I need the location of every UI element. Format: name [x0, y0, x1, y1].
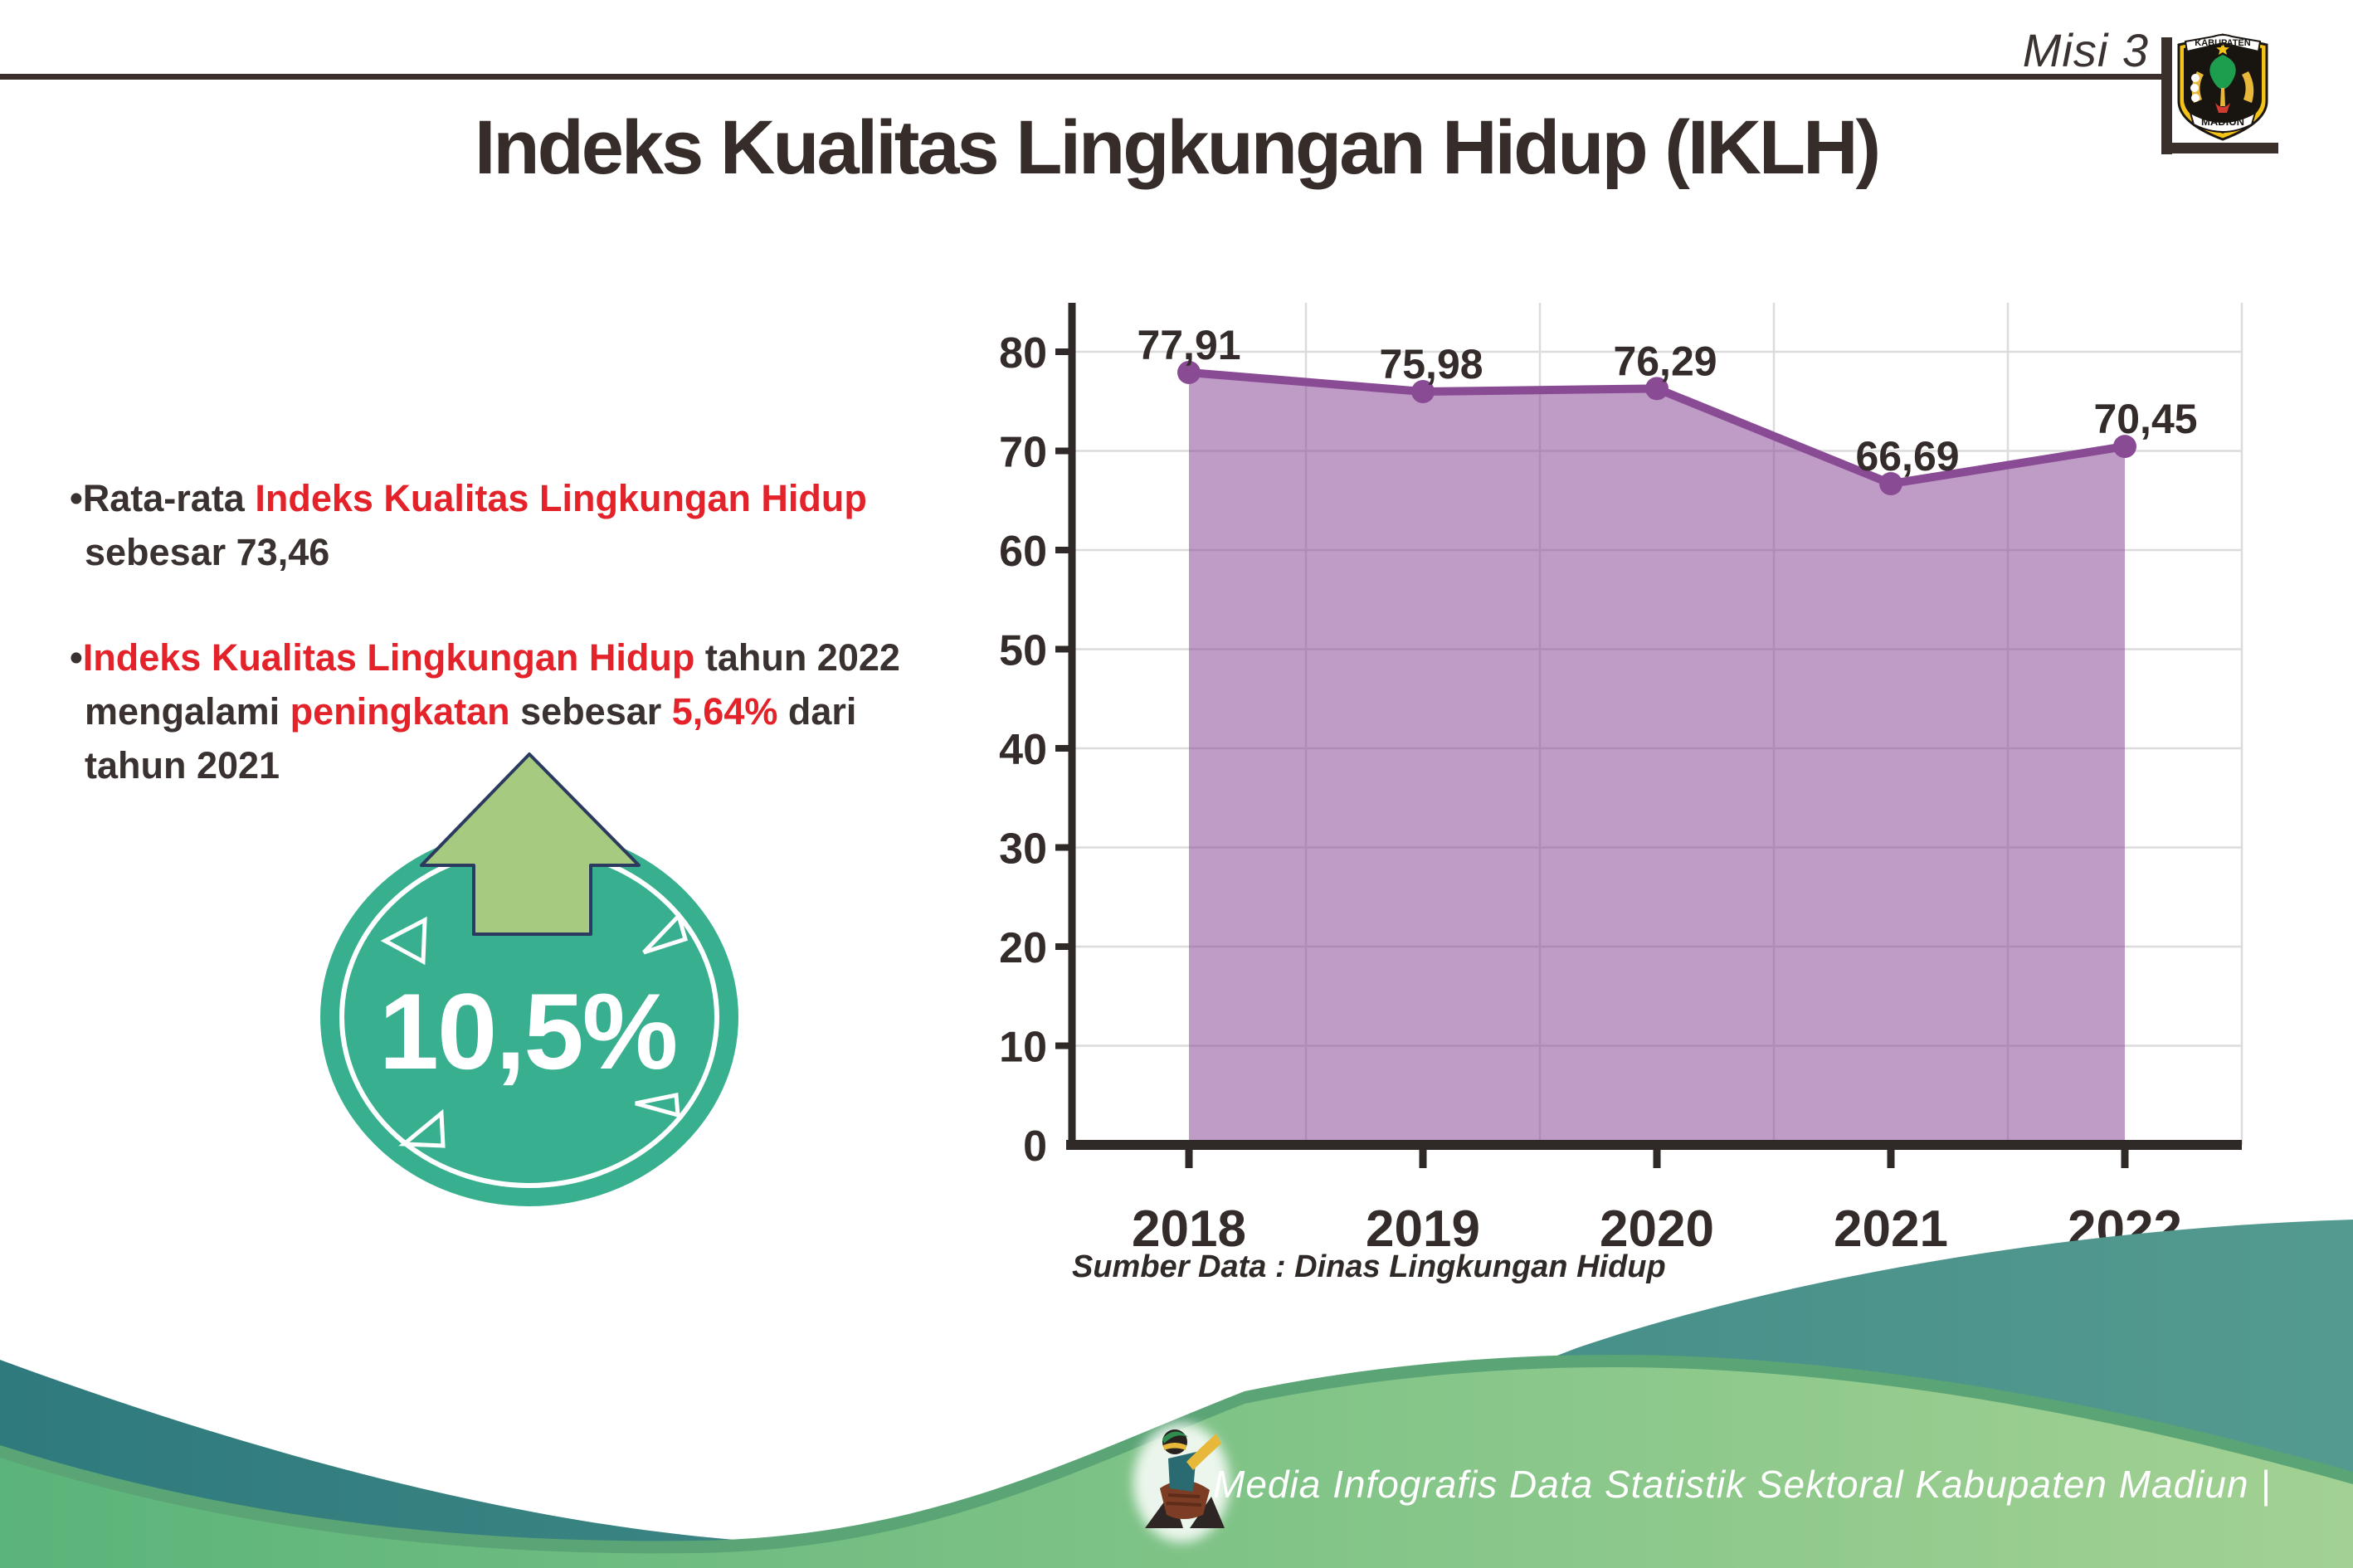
chart-source: Sumber Data : Dinas Lingkungan Hidup	[1072, 1249, 1666, 1284]
y-tick-label: 30	[999, 825, 1047, 874]
bullet-line: tahun 2021	[70, 738, 933, 792]
data-label: 70,45	[2093, 396, 2197, 442]
bullet-text-segment: sebesar 73,46	[85, 531, 330, 573]
y-tick-label: 40	[999, 726, 1047, 774]
badge-tick-sw	[398, 1108, 446, 1148]
header-rule	[0, 74, 2163, 80]
bullet-text-segment: tahun 2021	[85, 744, 280, 786]
bullet-line: •Rata-rata Indeks Kualitas Lingkungan Hi…	[70, 471, 933, 525]
data-point	[1411, 380, 1435, 404]
bullet-line: mengalami peningkatan sebesar 5,64% dari	[70, 684, 933, 738]
bullet-text-segment: sebesar	[509, 690, 672, 733]
data-label: 76,29	[1613, 338, 1717, 384]
footer-waves	[0, 1220, 2353, 1568]
y-tick-label: 10	[999, 1024, 1047, 1072]
logo-star	[2216, 43, 2229, 55]
y-tick-label: 50	[999, 627, 1047, 675]
logo-kabupaten-text: KABUPATEN	[2195, 38, 2250, 48]
bullet-text-segment: tahun 2022	[694, 636, 900, 679]
dancer-mascot-icon	[1133, 1423, 1230, 1542]
bullet-text-segment: 5,64%	[671, 690, 778, 733]
logo-frame-vertical	[2161, 37, 2172, 154]
y-tick-label: 20	[999, 924, 1047, 972]
bullet-list: •Rata-rata Indeks Kualitas Lingkungan Hi…	[70, 471, 933, 844]
bullet-line: sebesar 73,46	[70, 525, 933, 579]
up-arrow-icon	[420, 752, 641, 936]
increase-badge: 10,5%	[320, 752, 738, 1206]
kabupaten-madiun-logo: KABUPATEN MADIUN	[2177, 33, 2268, 141]
bullet-item: •Rata-rata Indeks Kualitas Lingkungan Hi…	[70, 471, 933, 579]
y-tick-label: 60	[999, 528, 1047, 576]
logo-tree	[2209, 55, 2236, 90]
badge-tick-ne	[642, 912, 689, 955]
data-label: 75,98	[1379, 341, 1483, 387]
y-tick-label: 70	[999, 429, 1047, 477]
data-point	[1879, 472, 1902, 496]
badge-tick-nw	[380, 916, 427, 966]
bullet-text-segment: Indeks Kualitas Lingkungan Hidup	[82, 636, 695, 679]
footer-credit: Media Infografis Data Statistik Sektoral…	[1213, 1463, 2272, 1506]
misi-label: Misi 3	[2022, 24, 2149, 76]
bullet-text-segment: Indeks Kualitas Lingkungan Hidup	[255, 477, 867, 519]
data-point	[2113, 435, 2136, 459]
bullet-text-segment: •Rata-rata	[70, 477, 256, 519]
page-title: Indeks Kualitas Lingkungan Hidup (IKLH)	[474, 105, 1881, 190]
badge-tick-se	[635, 1092, 680, 1118]
logo-wing-right	[2242, 71, 2254, 103]
logo-madiun-text: MADIUN	[2201, 115, 2244, 128]
logo-frame-horizontal	[2161, 143, 2278, 153]
data-label: 66,69	[1855, 433, 1959, 480]
bullet-item: •Indeks Kualitas Lingkungan Hidup tahun …	[70, 631, 933, 792]
badge-value: 10,5%	[379, 971, 677, 1092]
bullet-text-segment: peningkatan	[290, 690, 510, 733]
y-tick-label: 80	[999, 329, 1047, 377]
data-point	[1177, 360, 1201, 384]
data-point	[1645, 377, 1669, 401]
bullet-line: •Indeks Kualitas Lingkungan Hidup tahun …	[70, 631, 933, 684]
y-tick-label: 0	[1023, 1122, 1047, 1171]
bullet-text-segment: mengalami	[85, 690, 290, 733]
area-fill	[1189, 372, 2125, 1146]
bullet-text-segment: dari	[777, 690, 857, 733]
bullet-text-segment: •	[70, 636, 83, 679]
x-tick-label: 2020	[1600, 1200, 1714, 1258]
data-label: 77,91	[1137, 322, 1240, 368]
x-tick-label: 2018	[1132, 1200, 1246, 1258]
x-tick-label: 2021	[1834, 1200, 1948, 1258]
x-tick-label: 2019	[1366, 1200, 1480, 1258]
